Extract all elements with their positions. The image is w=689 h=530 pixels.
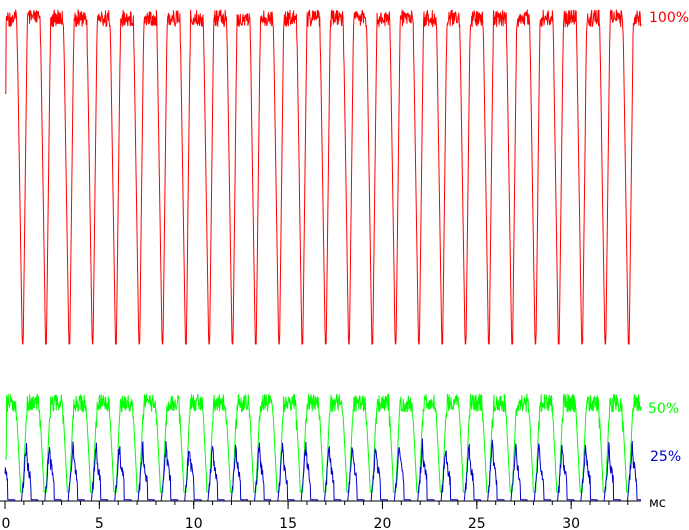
series-label-100pct: 100%: [649, 10, 689, 26]
x-tick-layer: 0 5 10 15 20 25 30: [2, 501, 629, 530]
x-tick-label: 5: [95, 516, 104, 530]
x-tick-label: 10: [185, 516, 203, 530]
series-labels: 100% 50% 25%: [648, 10, 689, 465]
x-tick-label: 0: [2, 516, 11, 530]
x-tick-label: 25: [468, 516, 486, 530]
x-unit-label: мс: [649, 496, 666, 511]
series-label-25pct: 25%: [650, 449, 681, 465]
x-axis: 0 5 10 15 20 25 30 мс: [0, 496, 666, 530]
x-tick-label: 30: [562, 516, 580, 530]
x-tick-label: 15: [279, 516, 297, 530]
series-label-50pct: 50%: [648, 401, 679, 417]
series-layer: [4, 9, 642, 502]
series-line-100pct: [4, 9, 642, 345]
x-tick-label: 20: [374, 516, 392, 530]
